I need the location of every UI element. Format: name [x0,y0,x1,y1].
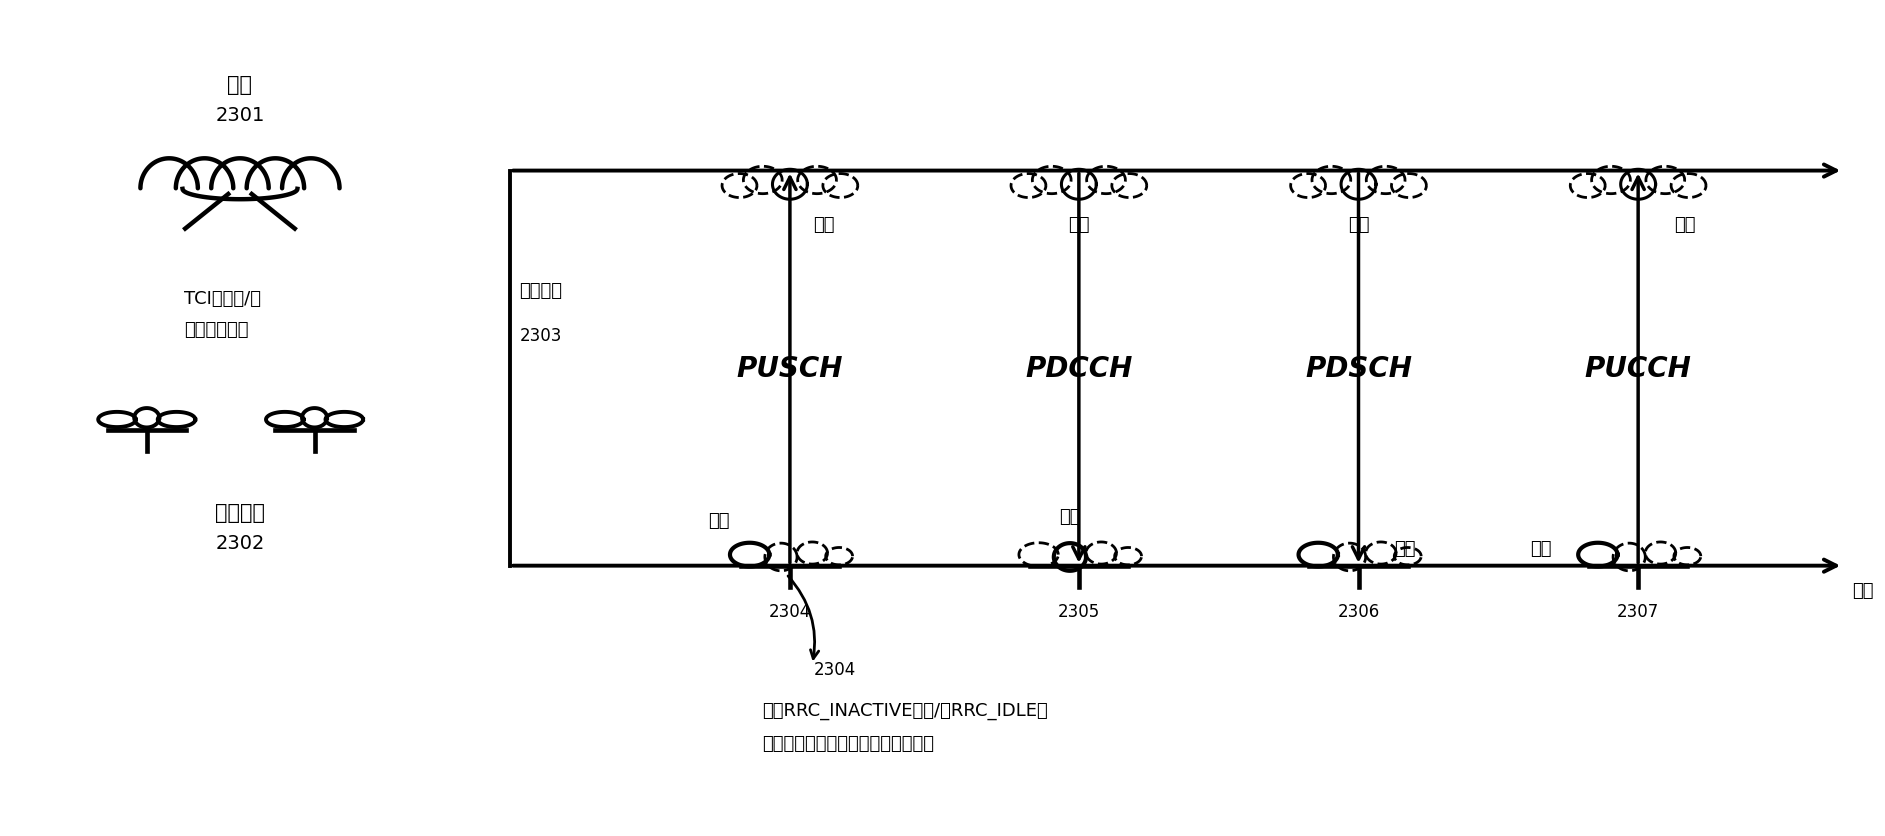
Text: 经由RRC_INACTIVE（和/或RRC_IDLE）: 经由RRC_INACTIVE（和/或RRC_IDLE） [762,701,1048,719]
Text: 第三: 第三 [1059,507,1080,526]
FancyArrowPatch shape [788,576,818,659]
Text: 配置参数: 配置参数 [520,282,562,299]
Text: PUCCH: PUCCH [1585,354,1691,383]
Text: 2301: 2301 [215,106,264,125]
Text: PDSCH: PDSCH [1304,354,1412,383]
Text: 基站: 基站 [228,75,253,95]
Text: 时间: 时间 [1853,582,1874,599]
Text: 第二: 第二 [1069,216,1090,234]
Text: 2302: 2302 [215,533,264,553]
Text: 2303: 2303 [520,327,562,344]
Text: TCI状态和/或: TCI状态和/或 [185,290,260,308]
Text: 第一: 第一 [812,216,835,234]
Text: 2307: 2307 [1617,602,1659,620]
Text: 第四: 第四 [1674,216,1695,234]
Text: 第二: 第二 [1531,539,1551,557]
Text: 2304: 2304 [769,602,811,620]
Text: 第一: 第一 [709,512,729,530]
Text: 下的一个或多个无线电资源进行发射: 下的一个或多个无线电资源进行发射 [762,734,933,752]
Text: 2306: 2306 [1336,602,1380,620]
Text: 空间关系信息: 空间关系信息 [185,320,249,339]
Text: 第四: 第四 [1395,539,1416,557]
Text: 2304: 2304 [814,660,856,678]
Text: 2305: 2305 [1057,602,1101,620]
Text: 第三: 第三 [1348,216,1369,234]
Text: PUSCH: PUSCH [737,354,843,383]
Text: 无线设备: 无线设备 [215,502,266,522]
Text: PDCCH: PDCCH [1025,354,1133,383]
